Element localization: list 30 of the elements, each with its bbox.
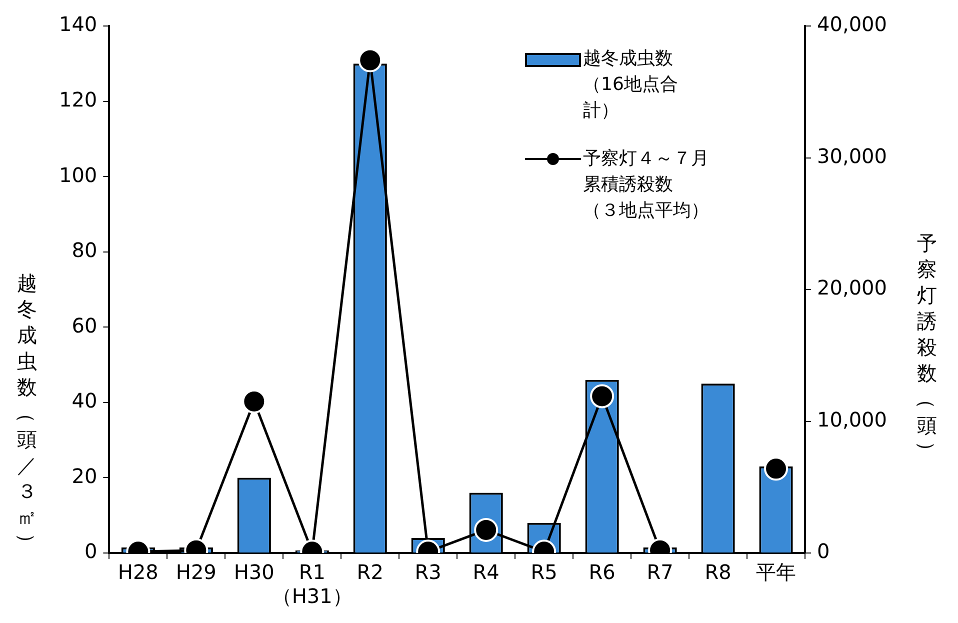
y2-tick-label: 0: [817, 539, 830, 564]
y-tick-label: 80: [72, 238, 98, 262]
x-tick-label: R6: [588, 560, 616, 584]
x-tick-label: R1 （H31）: [272, 560, 352, 608]
text: 予察灯誘殺数（頭）: [915, 230, 939, 460]
y2-tick-label: 20,000: [817, 276, 888, 300]
y-tick-label: 0: [84, 539, 98, 564]
x-tick-label: H28: [118, 560, 158, 584]
y2-tick-label: 10,000: [817, 407, 888, 432]
x-tick-label: R8: [704, 560, 732, 584]
x-tick-label: R2: [356, 560, 384, 584]
y-tick-label: 120: [58, 87, 98, 112]
x-tick-label: R5: [530, 560, 558, 584]
x-tick-label: R7: [646, 560, 674, 584]
x-tick-label: R4: [472, 560, 500, 584]
x-tick-label: R3: [414, 560, 442, 584]
text: 越冬成虫数（頭／３㎡）: [15, 270, 39, 552]
y2-tick-label: 40,000: [817, 12, 888, 36]
y-tick-label: 20: [72, 464, 98, 488]
x-tick-label: 平年: [756, 560, 796, 584]
y2-tick-label: 30,000: [817, 144, 888, 168]
legend-label: 予察灯４～７月累積誘殺数（３地点平均）: [583, 147, 710, 224]
y-tick-label: 40: [72, 388, 98, 413]
point: [358, 48, 382, 72]
y-tick-label: 140: [58, 12, 98, 36]
legend-label: 越冬成虫数（16地点合計）: [583, 47, 679, 124]
x-tick-label: H29: [176, 560, 216, 584]
y-tick-label: 100: [58, 162, 98, 187]
y-tick-label: 60: [72, 313, 98, 338]
x-tick-label: H30: [234, 560, 274, 584]
